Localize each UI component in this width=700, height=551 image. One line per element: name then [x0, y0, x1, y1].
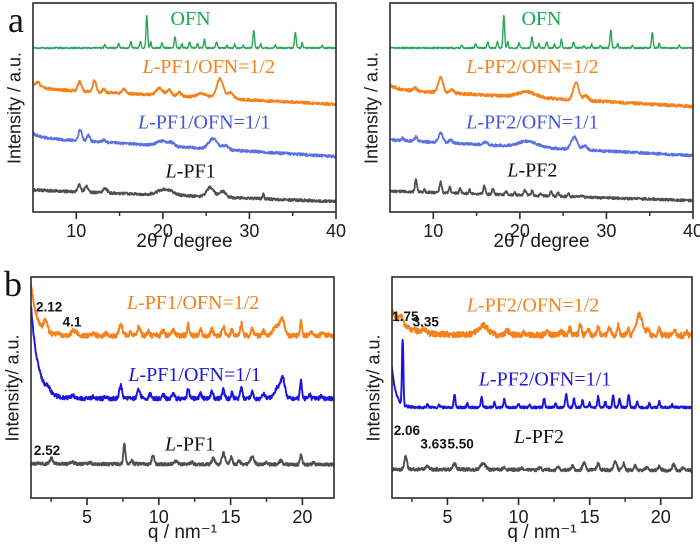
curve-ofn — [33, 14, 336, 50]
x-tick-label: 30 — [596, 221, 616, 241]
curve-l-pf2 — [390, 178, 693, 203]
peak-annotation: 2.06 — [394, 423, 421, 438]
peak-annotation: 4.1 — [63, 315, 82, 330]
curve-l-pf1 — [33, 182, 336, 204]
curve-l-pf2 — [392, 454, 692, 473]
x-axis-label-a-left: 2θ / degree — [136, 231, 233, 252]
chart-b-right-saxs: 5 10 15 20 L-PF2/OFN=1/2 L-PF2/OFN=1/1 L-PF2 1.… — [376, 273, 700, 530]
plot-svg-a-right: 10 20 30 40 OFN L-PF2/OFN=1/2 L-PF2/OFN=1/1 L-P… — [389, 2, 700, 241]
x-axis-label-a-right: 2θ / degree — [493, 231, 590, 252]
panel-a-letter: a — [8, 0, 24, 40]
series-label-l-pf2-ofn-1-2: L-PF2/OFN=1/2 — [465, 56, 598, 78]
x-tick-label: 30 — [239, 221, 259, 241]
series-label-l-pf2-ofn-1-2: L-PF2/OFN=1/2 — [466, 294, 599, 316]
series-label-l-pf1-ofn-1-2: L-PF1/OFN=1/2 — [142, 56, 275, 78]
x-tick-label: 20 — [510, 221, 530, 241]
x-tick-label: 20 — [651, 507, 671, 527]
x-tick-label: 10 — [66, 221, 86, 241]
x-tick-label: 40 — [326, 221, 346, 241]
x-tick-label: 10 — [149, 507, 169, 527]
x-tick-label: 10 — [423, 221, 443, 241]
curve-l-pf1-ofn-1-2 — [31, 284, 334, 339]
peak-annotation: 2.52 — [34, 443, 60, 458]
chart-a-right-xrd: 10 20 30 40 OFN L-PF2/OFN=1/2 L-PF2/OFN=1/1 L-P… — [374, 0, 700, 244]
x-tick-label: 15 — [580, 507, 600, 527]
panel-b-letter: b — [4, 264, 22, 304]
plot-svg-a-left: 10 20 30 40 OFN L-PF1/OFN=1/2 L-PF1/OFN=1/1 L-P… — [32, 2, 346, 241]
x-tick-label: 20 — [292, 507, 312, 527]
curve-ofn — [390, 14, 693, 50]
curve-l-pf2-ofn-1-2 — [390, 75, 693, 109]
x-tick-label: 20 — [153, 221, 173, 241]
x-tick-label: 10 — [509, 507, 529, 527]
series-label-ofn: OFN — [521, 8, 561, 30]
plot-frame — [32, 2, 337, 213]
curve-l-pf2-ofn-1-1 — [392, 338, 692, 410]
curve-l-pf1-ofn-1-1 — [33, 128, 336, 159]
peak-annotation: 3.35 — [413, 315, 440, 330]
series-label-l-pf1: L-PF1 — [165, 161, 216, 183]
x-tick-label: 5 — [82, 507, 92, 527]
series-label-l-pf1: L-PF1 — [164, 433, 215, 455]
plot-frame — [389, 2, 694, 213]
x-tick-label: 5 — [442, 507, 452, 527]
series-label-l-pf1-ofn-1-1: L-PF1/OFN=1/1 — [137, 111, 270, 133]
curve-l-pf1-ofn-1-2 — [33, 76, 336, 107]
chart-b-left-saxs: 5 10 15 20 L-PF1/OFN=1/2 L-PF1/OFN=1/1 L-PF1 2.… — [15, 273, 350, 530]
series-label-l-pf2: L-PF2 — [506, 159, 557, 181]
chart-a-left-xrd: 10 20 30 40 OFN L-PF1/OFN=1/2 L-PF1/OFN=1/1 L-P… — [17, 0, 352, 244]
peak-annotation: 5.50 — [447, 436, 473, 451]
series-label-l-pf1-ofn-1-1: L-PF1/OFN=1/1 — [127, 364, 260, 386]
plot-frame — [30, 276, 335, 499]
peak-annotation: 3.63 — [420, 436, 447, 451]
series-label-l-pf1-ofn-1-2: L-PF1/OFN=1/2 — [126, 292, 259, 314]
curve-l-pf2-ofn-1-1 — [390, 131, 693, 158]
x-tick-label: 40 — [683, 221, 700, 241]
curve-l-pf1-ofn-1-1 — [31, 306, 334, 402]
plot-frame — [391, 276, 693, 499]
x-tick-label: 15 — [221, 507, 241, 527]
series-label-l-pf2-ofn-1-1: L-PF2/OFN=1/1 — [465, 111, 598, 133]
peak-annotation: 2.12 — [36, 299, 62, 314]
x-axis-label-b-right: q / nm⁻¹ — [507, 522, 577, 543]
curve-l-pf2-ofn-1-2 — [392, 308, 692, 340]
x-axis-label-b-left: q / nm⁻¹ — [147, 522, 218, 543]
plot-svg-b-right: 5 10 15 20 L-PF2/OFN=1/2 L-PF2/OFN=1/1 L-PF2 1.… — [391, 276, 693, 527]
series-label-ofn: OFN — [171, 8, 211, 30]
peak-annotation: 1.75 — [392, 309, 419, 324]
curve-l-pf1 — [31, 442, 334, 467]
plot-svg-b-left: 5 10 15 20 L-PF1/OFN=1/2 L-PF1/OFN=1/1 L-PF1 2.… — [30, 276, 335, 527]
series-label-l-pf2-ofn-1-1: L-PF2/OFN=1/1 — [478, 368, 611, 390]
series-label-l-pf2: L-PF2 — [513, 426, 564, 448]
